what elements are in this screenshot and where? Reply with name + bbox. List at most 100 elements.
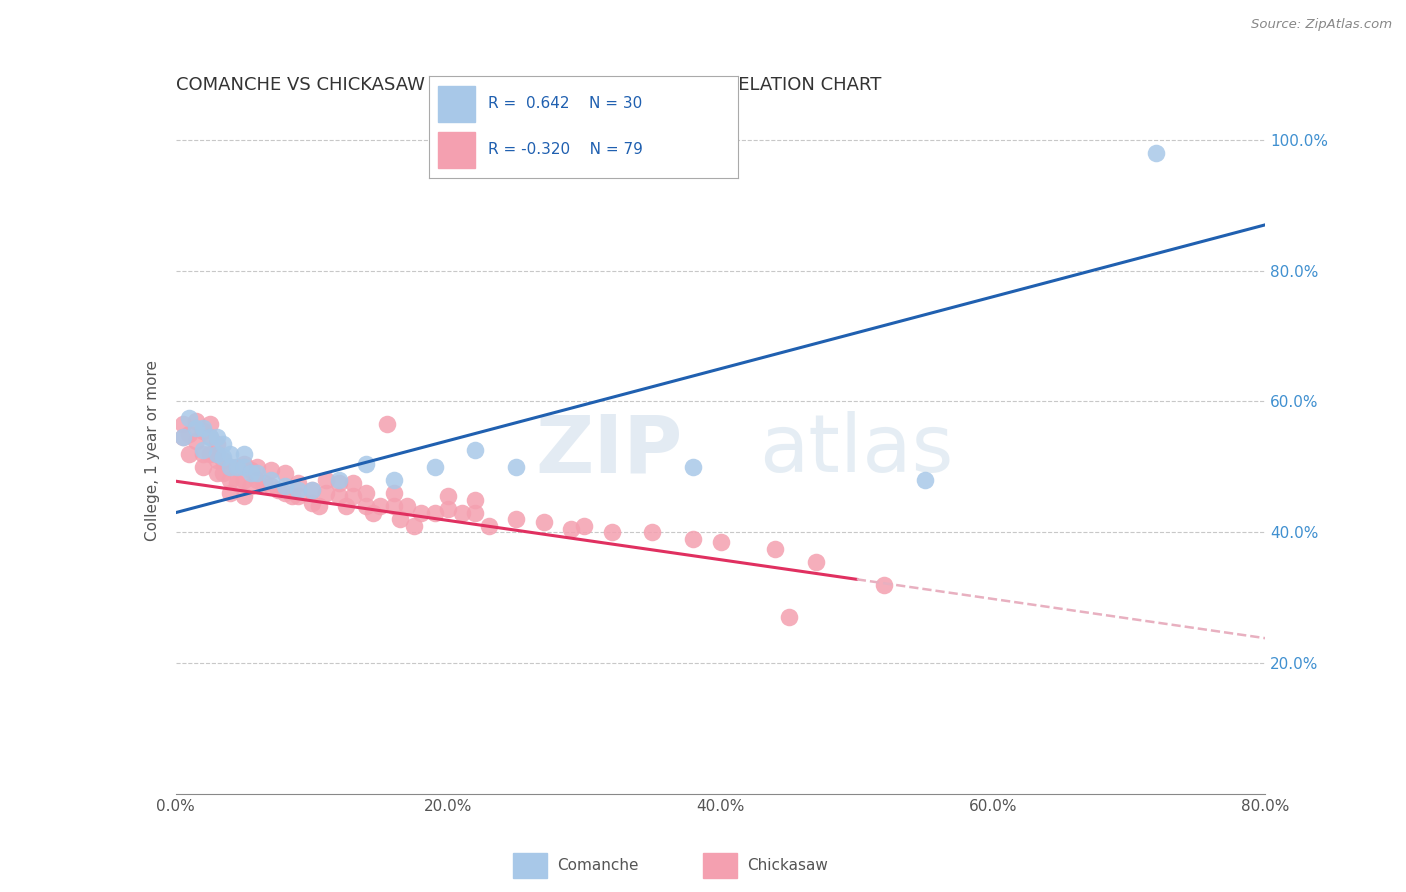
Point <box>226 476 249 491</box>
Point <box>873 577 896 591</box>
Point <box>274 467 297 481</box>
Point <box>219 486 242 500</box>
FancyBboxPatch shape <box>439 132 475 168</box>
Point <box>560 522 582 536</box>
Point <box>382 486 405 500</box>
Point <box>356 499 378 513</box>
Text: COMANCHE VS CHICKASAW COLLEGE, 1 YEAR OR MORE CORRELATION CHART: COMANCHE VS CHICKASAW COLLEGE, 1 YEAR OR… <box>176 77 882 95</box>
Point <box>464 506 486 520</box>
FancyBboxPatch shape <box>703 853 737 878</box>
Text: R = -0.320    N = 79: R = -0.320 N = 79 <box>488 142 643 157</box>
Point <box>361 506 384 520</box>
Point <box>212 450 235 464</box>
Point <box>232 489 254 503</box>
Point <box>423 459 446 474</box>
Point <box>186 434 208 448</box>
Point <box>301 483 323 497</box>
Point <box>260 463 283 477</box>
Point <box>437 502 460 516</box>
Point <box>778 610 800 624</box>
Point <box>198 430 221 444</box>
Point <box>186 414 208 428</box>
Point <box>328 473 350 487</box>
Point <box>356 486 378 500</box>
Point <box>710 535 733 549</box>
Point <box>239 463 262 477</box>
Point <box>308 499 330 513</box>
Point <box>232 457 254 471</box>
Point <box>172 430 194 444</box>
Point <box>641 525 664 540</box>
Point <box>478 518 501 533</box>
Point <box>198 430 221 444</box>
Point <box>574 518 596 533</box>
Point <box>239 479 262 493</box>
Point <box>600 525 623 540</box>
Point <box>274 486 297 500</box>
Point <box>342 489 364 503</box>
FancyBboxPatch shape <box>513 853 547 878</box>
Point <box>219 459 242 474</box>
Point <box>682 459 704 474</box>
Point <box>423 506 446 520</box>
Point <box>219 447 242 461</box>
Point <box>914 473 936 487</box>
Point <box>505 459 527 474</box>
Point <box>226 459 249 474</box>
Point <box>246 467 269 481</box>
Point <box>315 486 337 500</box>
Point <box>179 427 201 442</box>
Point <box>205 447 228 461</box>
Point <box>335 499 357 513</box>
Point <box>328 489 350 503</box>
Point <box>450 506 472 520</box>
Text: Comanche: Comanche <box>557 858 638 872</box>
Point <box>763 541 786 556</box>
Point <box>301 496 323 510</box>
FancyBboxPatch shape <box>439 87 475 122</box>
Point <box>212 467 235 481</box>
Point <box>205 437 228 451</box>
Point <box>191 424 214 438</box>
Point <box>260 473 283 487</box>
Point <box>191 459 214 474</box>
Point <box>1144 145 1167 160</box>
Point <box>172 417 194 432</box>
Point <box>404 518 426 533</box>
Point <box>287 483 309 497</box>
Point <box>191 443 214 458</box>
Point <box>260 479 283 493</box>
Point <box>191 420 214 434</box>
Point <box>437 489 460 503</box>
Point <box>212 453 235 467</box>
Point <box>172 430 194 444</box>
Point <box>682 532 704 546</box>
Text: atlas: atlas <box>759 411 953 490</box>
Point <box>804 555 827 569</box>
Point <box>280 489 302 503</box>
Point <box>205 453 228 467</box>
Point <box>382 473 405 487</box>
Point <box>368 499 391 513</box>
Point <box>191 447 214 461</box>
Point <box>186 420 208 434</box>
Point <box>219 459 242 474</box>
Point <box>464 492 486 507</box>
Point <box>246 473 269 487</box>
Point <box>232 473 254 487</box>
Point <box>356 457 378 471</box>
Point <box>287 489 309 503</box>
Point <box>396 499 419 513</box>
Point <box>205 467 228 481</box>
Point <box>212 437 235 451</box>
Point <box>301 483 323 497</box>
Point <box>267 483 290 497</box>
Point <box>389 512 412 526</box>
Point <box>464 443 486 458</box>
Point <box>198 447 221 461</box>
Text: Source: ZipAtlas.com: Source: ZipAtlas.com <box>1251 18 1392 31</box>
Point <box>274 479 297 493</box>
Point <box>505 512 527 526</box>
Point <box>205 430 228 444</box>
Y-axis label: College, 1 year or more: College, 1 year or more <box>145 360 160 541</box>
